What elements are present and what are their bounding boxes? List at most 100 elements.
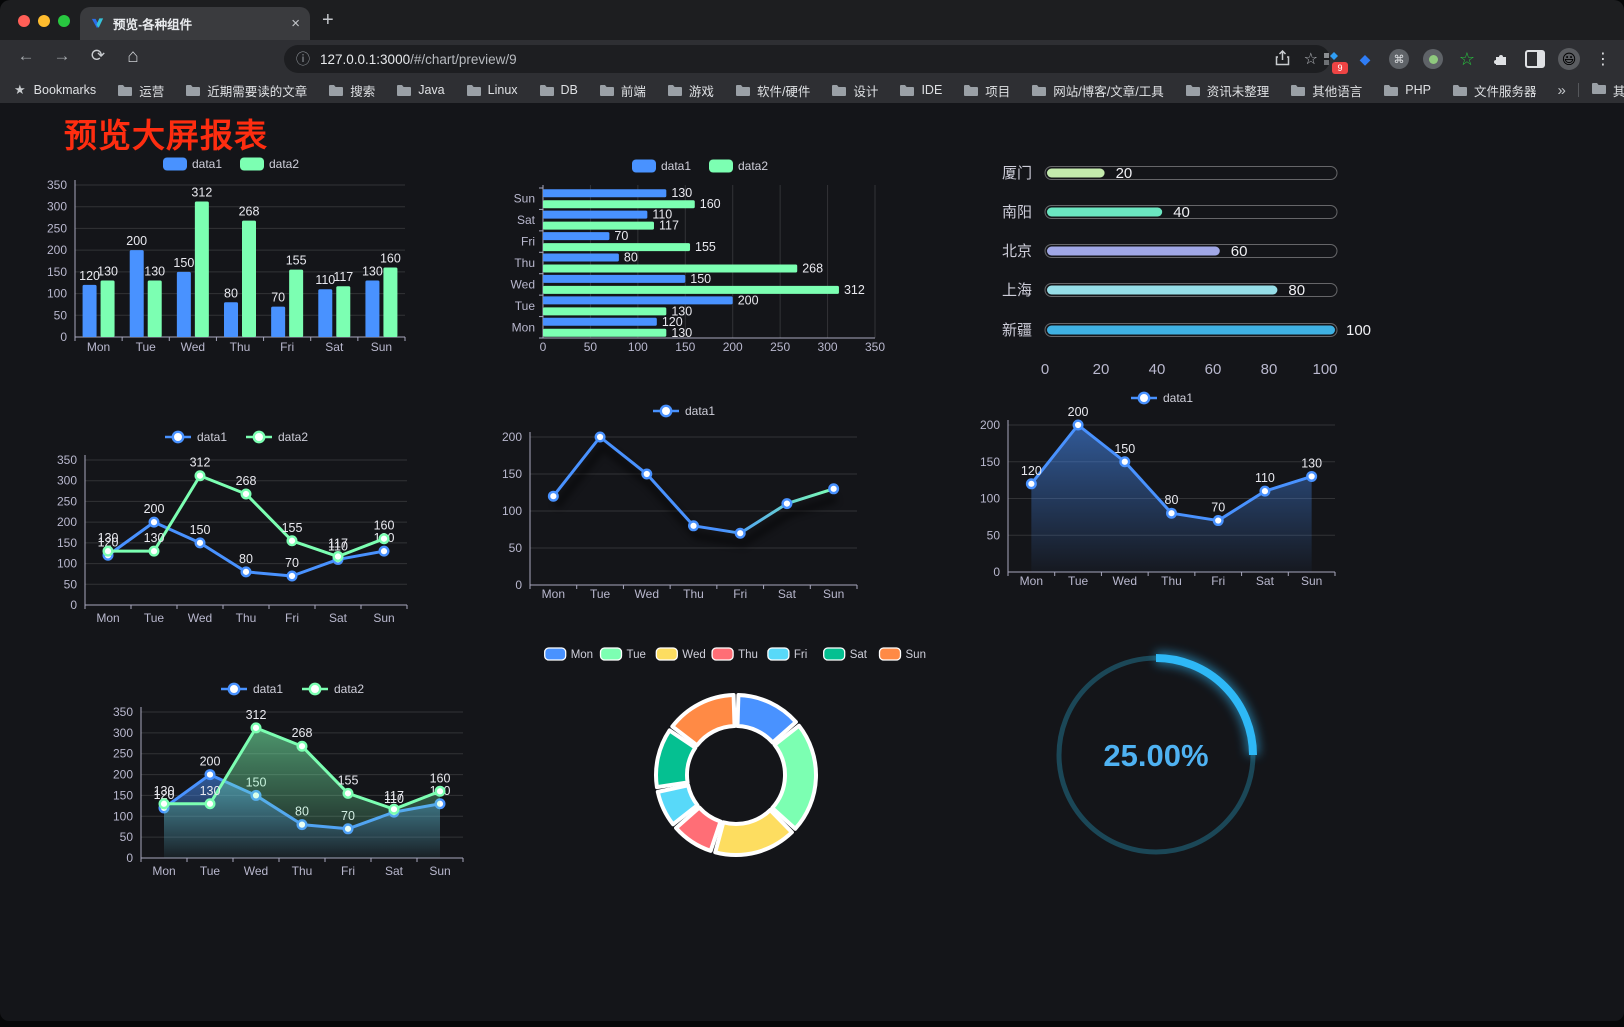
close-window-button[interactable] bbox=[18, 15, 30, 27]
svg-text:100: 100 bbox=[47, 287, 67, 301]
bookmark-folder[interactable]: 其他语言 bbox=[1290, 81, 1362, 100]
extension-star-icon[interactable]: ☆ bbox=[1458, 48, 1476, 69]
chart-area-line[interactable]: data1 0 50 100 150 200 Mon Tue Wed Thu Fri Sat Sun 12… bbox=[965, 385, 1385, 597]
svg-text:80: 80 bbox=[1165, 493, 1179, 507]
extensions-row: 9 ◆ ⌘ ☆ 😃 ⋮ bbox=[1320, 44, 1614, 74]
new-tab-button[interactable]: + bbox=[322, 9, 334, 31]
reload-icon[interactable]: ⟳ bbox=[90, 46, 106, 65]
chart-grouped-bar[interactable]: data1 data2 0 50 100 150 200 250 300 350 Mon Tue Wed… bbox=[40, 150, 460, 365]
svg-text:200: 200 bbox=[57, 515, 77, 529]
bookmark-folder[interactable]: 搜索 bbox=[328, 81, 375, 100]
svg-text:40: 40 bbox=[1173, 204, 1190, 221]
address-bar[interactable]: ⓘ 127.0.0.1:3000/#/chart/preview/9 ☆ bbox=[284, 45, 1330, 73]
maximize-window-button[interactable] bbox=[58, 15, 70, 27]
bookmark-folder[interactable]: Linux bbox=[466, 83, 518, 97]
svg-text:150: 150 bbox=[113, 788, 133, 802]
svg-text:130: 130 bbox=[671, 304, 692, 318]
sidebar-toggle-icon[interactable] bbox=[1524, 48, 1546, 70]
svg-text:Sun: Sun bbox=[429, 864, 450, 878]
profile-avatar[interactable]: 😃 bbox=[1558, 48, 1580, 70]
forward-icon[interactable]: → bbox=[53, 46, 71, 65]
share-icon[interactable] bbox=[1275, 49, 1290, 69]
bookmark-folder[interactable]: DB bbox=[539, 83, 578, 97]
bookmark-folder[interactable]: 游戏 bbox=[667, 81, 714, 100]
chart-gradient-line[interactable]: data1 0 50 100 150 200 Mon Tue Wed Thu Fri Sat Sun bbox=[490, 398, 910, 613]
minimize-window-button[interactable] bbox=[38, 15, 50, 27]
extensions-puzzle-icon[interactable] bbox=[1490, 48, 1512, 70]
extension-record-icon[interactable] bbox=[1422, 48, 1444, 70]
chart-horizontal-bar[interactable]: data1 data2 0 50 100 150 200 250 300 350 Sun 130 160… bbox=[505, 152, 890, 364]
chart-donut[interactable]: Mon Tue Wed Thu Fri Sat Sun bbox=[540, 635, 940, 885]
bookmark-folder[interactable]: 近期需要读的文章 bbox=[185, 81, 307, 100]
svg-text:Mon: Mon bbox=[96, 611, 119, 625]
bookmark-folder[interactable]: 项目 bbox=[963, 81, 1010, 100]
chart-gauge[interactable]: 25.00% bbox=[1040, 635, 1280, 880]
svg-text:data2: data2 bbox=[278, 430, 308, 444]
svg-text:160: 160 bbox=[374, 519, 395, 533]
svg-text:300: 300 bbox=[57, 474, 77, 488]
tab-strip: 预览-各种组件 × + bbox=[0, 0, 1624, 40]
svg-text:155: 155 bbox=[338, 773, 359, 787]
svg-text:200: 200 bbox=[1068, 405, 1089, 419]
close-tab-icon[interactable]: × bbox=[291, 15, 300, 32]
svg-text:20: 20 bbox=[1093, 361, 1110, 378]
svg-text:50: 50 bbox=[509, 541, 523, 555]
svg-text:350: 350 bbox=[57, 453, 77, 467]
svg-text:data1: data1 bbox=[661, 159, 691, 173]
url-text[interactable]: 127.0.0.1:3000/#/chart/preview/9 bbox=[320, 52, 1261, 67]
svg-text:0: 0 bbox=[515, 578, 522, 592]
svg-text:data1: data1 bbox=[1163, 391, 1193, 405]
info-icon[interactable]: ⓘ bbox=[296, 51, 310, 67]
svg-text:data2: data2 bbox=[738, 159, 768, 173]
svg-text:200: 200 bbox=[113, 768, 133, 782]
svg-text:0: 0 bbox=[60, 330, 67, 344]
svg-text:Fri: Fri bbox=[280, 340, 294, 354]
svg-text:268: 268 bbox=[236, 474, 257, 488]
extension-gem-icon[interactable]: ◆ bbox=[1359, 50, 1371, 67]
extension-grid-icon[interactable]: 9 bbox=[1320, 48, 1348, 74]
svg-text:110: 110 bbox=[328, 539, 348, 553]
bookmarks-root[interactable]: Bookmarks bbox=[34, 83, 97, 97]
other-bookmarks[interactable]: 其他书签 bbox=[1591, 81, 1624, 100]
svg-text:200: 200 bbox=[502, 430, 522, 444]
svg-text:Tue: Tue bbox=[136, 340, 157, 354]
bookmark-folder[interactable]: 设计 bbox=[831, 81, 878, 100]
svg-text:80: 80 bbox=[624, 251, 638, 265]
svg-text:Fri: Fri bbox=[341, 864, 355, 878]
bookmarks-star-icon[interactable]: ★ bbox=[14, 82, 26, 97]
back-icon[interactable]: ← bbox=[17, 46, 35, 65]
bookmark-folder[interactable]: Java bbox=[396, 83, 445, 97]
svg-text:data2: data2 bbox=[334, 682, 364, 696]
bookmarks-overflow-chevron[interactable]: » bbox=[1557, 81, 1566, 99]
bookmark-star-icon[interactable]: ☆ bbox=[1303, 51, 1318, 68]
chart-two-line[interactable]: data1 data2 0 50 100 150 200 250 300 350 Mon Tue Wed… bbox=[40, 425, 460, 640]
chart-city-progress[interactable]: 厦门 20 南阳 40 北京 60 上海 80 新疆 100 0 20 40 60 80 100 bbox=[960, 150, 1380, 390]
window-controls bbox=[18, 15, 70, 27]
svg-text:Sun: Sun bbox=[371, 340, 392, 354]
svg-text:200: 200 bbox=[723, 340, 743, 354]
bookmarks-separator bbox=[1577, 83, 1579, 97]
bookmark-folder[interactable]: 运营 bbox=[117, 81, 164, 100]
bookmark-folder[interactable]: IDE bbox=[899, 83, 942, 97]
bookmark-folder[interactable]: PHP bbox=[1383, 83, 1431, 97]
home-icon[interactable]: ⌂ bbox=[127, 46, 139, 67]
svg-text:250: 250 bbox=[57, 494, 77, 508]
bookmark-folder[interactable]: 资讯未整理 bbox=[1185, 81, 1269, 100]
svg-text:50: 50 bbox=[54, 308, 68, 322]
svg-text:110: 110 bbox=[1255, 471, 1275, 485]
menu-kebab-icon[interactable]: ⋮ bbox=[1595, 51, 1611, 68]
bookmark-folder[interactable]: 网站/博客/文章/工具 bbox=[1031, 81, 1164, 100]
extension-command-icon[interactable]: ⌘ bbox=[1388, 48, 1410, 70]
svg-text:150: 150 bbox=[502, 467, 522, 481]
bookmark-folder[interactable]: 前端 bbox=[599, 81, 646, 100]
chart-two-area-line[interactable]: data1 data2 0 50 100 150 200 250 300 350 Mon Tue Wed… bbox=[95, 675, 515, 890]
svg-text:120: 120 bbox=[1021, 464, 1042, 478]
svg-text:Mon: Mon bbox=[152, 864, 175, 878]
browser-tab[interactable]: 预览-各种组件 × bbox=[80, 7, 310, 40]
svg-text:155: 155 bbox=[286, 254, 307, 268]
svg-text:新疆: 新疆 bbox=[1002, 322, 1032, 339]
svg-text:0: 0 bbox=[993, 565, 1000, 579]
bookmark-folder[interactable]: 软件/硬件 bbox=[735, 81, 810, 100]
svg-text:25.00%: 25.00% bbox=[1103, 738, 1208, 773]
bookmark-folder[interactable]: 文件服务器 bbox=[1452, 81, 1536, 100]
